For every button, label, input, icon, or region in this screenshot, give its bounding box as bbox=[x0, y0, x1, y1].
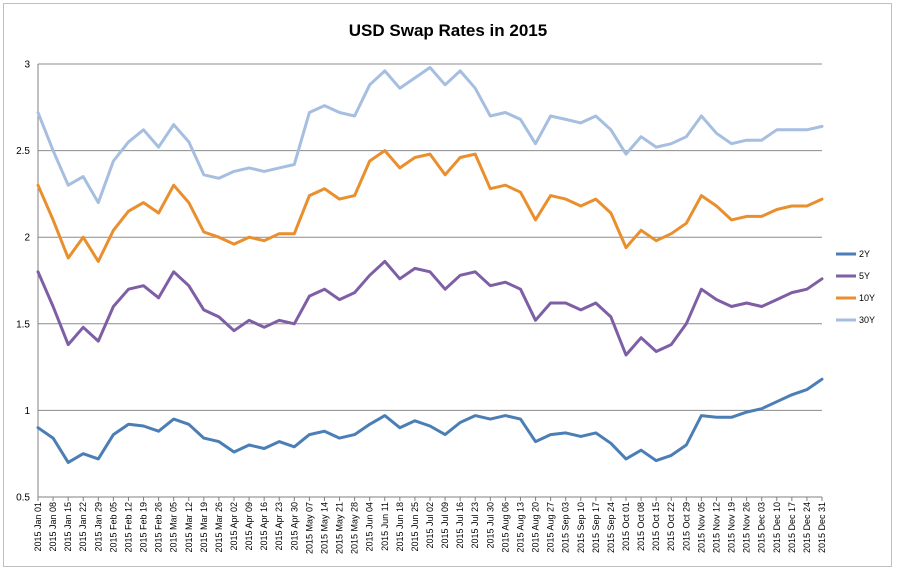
x-tick-label: 2015 Jul 23 bbox=[470, 502, 480, 549]
x-tick-label: 2015 Jan 29 bbox=[93, 502, 103, 552]
x-tick-label: 2015 Dec 10 bbox=[772, 502, 782, 553]
x-tick-label: 2015 Apr 16 bbox=[259, 502, 269, 551]
x-tick-label: 2015 Sep 17 bbox=[591, 502, 601, 553]
y-tick-label: 1.5 bbox=[16, 319, 30, 330]
legend-label-2y: 2Y bbox=[859, 249, 870, 259]
x-tick-label: 2015 Dec 17 bbox=[787, 502, 797, 553]
series-line-2y bbox=[36, 377, 824, 464]
x-tick-label: 2015 Jan 01 bbox=[33, 502, 43, 552]
series-line-10y bbox=[36, 149, 824, 263]
y-tick-label: 2 bbox=[24, 233, 30, 244]
x-tick-label: 2015 Jun 18 bbox=[395, 502, 405, 552]
legend-label-10y: 10Y bbox=[859, 293, 875, 303]
x-tick-label: 2015 Feb 26 bbox=[154, 502, 164, 553]
x-tick-label: 2015 Oct 15 bbox=[651, 502, 661, 551]
series-lines bbox=[36, 66, 824, 464]
x-tick-label: 2015 Jan 22 bbox=[78, 502, 88, 552]
x-tick-label: 2015 Dec 31 bbox=[817, 502, 827, 553]
x-axis: 2015 Jan 01 2015 Jan 08 2015 Jan 15 2015 Ja… bbox=[33, 64, 827, 554]
x-tick-label: 2015 Sep 10 bbox=[576, 502, 586, 553]
x-tick-label: 2015 Jul 30 bbox=[485, 502, 495, 549]
x-tick-label: 2015 Mar 26 bbox=[214, 502, 224, 553]
y-axis-ticks: 0.5 1 1.5 2 2.5 3 bbox=[16, 60, 30, 504]
x-tick-label: 2015 Jul 16 bbox=[455, 502, 465, 549]
x-tick-label: 2015 Oct 08 bbox=[636, 502, 646, 551]
x-tick-label: 2015 Aug 06 bbox=[500, 502, 510, 553]
x-tick-label: 2015 Jun 04 bbox=[365, 502, 375, 552]
x-tick-label: 2015 Jun 25 bbox=[410, 502, 420, 552]
x-tick-label: 2015 Mar 12 bbox=[184, 502, 194, 553]
legend-label-5y: 5Y bbox=[859, 271, 870, 281]
legend: 2Y 5Y 10Y 30Y bbox=[836, 249, 875, 325]
x-tick-label: 2015 Aug 27 bbox=[546, 502, 556, 553]
x-tick-label: 2015 Sep 24 bbox=[606, 502, 616, 553]
x-tick-label: 2015 Oct 01 bbox=[621, 502, 631, 551]
x-tick-label: 2015 Apr 30 bbox=[289, 502, 299, 551]
x-tick-label: 2015 Feb 12 bbox=[123, 502, 133, 553]
x-tick-label: 2015 Dec 03 bbox=[757, 502, 767, 553]
x-tick-label: 2015 May 21 bbox=[335, 502, 345, 554]
gridlines bbox=[38, 63, 822, 498]
x-tick-label: 2015 May 28 bbox=[350, 502, 360, 554]
series-line-5y bbox=[36, 259, 824, 357]
x-tick-label: 2015 Apr 02 bbox=[229, 502, 239, 551]
x-tick-label: 2015 Feb 19 bbox=[139, 502, 149, 553]
x-tick-label: 2015 Sep 03 bbox=[561, 502, 571, 553]
x-tick-label: 2015 Nov 05 bbox=[696, 502, 706, 553]
x-tick-label: 2015 Nov 26 bbox=[742, 502, 752, 553]
x-tick-label: 2015 Oct 22 bbox=[666, 502, 676, 551]
series-line-30y bbox=[36, 66, 824, 205]
x-tick-label: 2015 Mar 05 bbox=[169, 502, 179, 553]
x-tick-label: 2015 Jan 15 bbox=[63, 502, 73, 552]
y-tick-label: 2.5 bbox=[16, 146, 30, 157]
x-tick-label: 2015 Oct 29 bbox=[681, 502, 691, 551]
x-tick-label: 2015 Dec 24 bbox=[802, 502, 812, 553]
y-tick-label: 1 bbox=[24, 406, 30, 417]
legend-label-30y: 30Y bbox=[859, 315, 875, 325]
x-tick-label: 2015 Feb 05 bbox=[108, 502, 118, 553]
x-tick-label: 2015 May 07 bbox=[304, 502, 314, 554]
y-tick-label: 0.5 bbox=[16, 493, 30, 504]
chart-title: USD Swap Rates in 2015 bbox=[349, 21, 547, 40]
x-tick-label: 2015 Mar 19 bbox=[199, 502, 209, 553]
y-tick-label: 3 bbox=[24, 60, 30, 71]
x-tick-label: 2015 Jan 08 bbox=[48, 502, 58, 552]
x-tick-label: 2015 Apr 09 bbox=[244, 502, 254, 551]
x-tick-label: 2015 Aug 13 bbox=[515, 502, 525, 553]
x-tick-label: 2015 Apr 23 bbox=[274, 502, 284, 551]
x-tick-label: 2015 Jun 11 bbox=[380, 502, 390, 551]
x-tick-label: 2015 Nov 19 bbox=[727, 502, 737, 553]
x-tick-label: 2015 Jul 02 bbox=[425, 502, 435, 549]
x-tick-label: 2015 Jul 09 bbox=[440, 502, 450, 549]
x-tick-label: 2015 May 14 bbox=[319, 502, 329, 554]
x-tick-label: 2015 Aug 20 bbox=[531, 502, 541, 553]
x-tick-label: 2015 Nov 12 bbox=[711, 502, 721, 553]
